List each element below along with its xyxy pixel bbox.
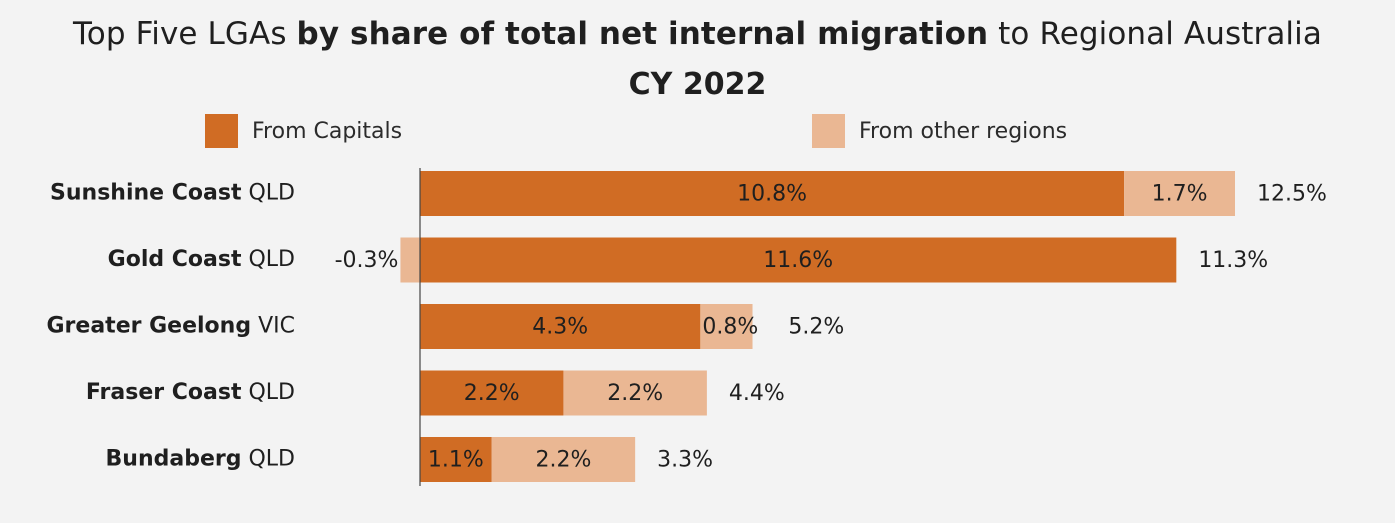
chart-title: Top Five LGAs by share of total net inte… — [0, 16, 1395, 52]
bar-from-other-regions — [491, 437, 636, 482]
row-label-name: Greater Geelong — [47, 314, 252, 339]
data-label-total: 5.2% — [788, 315, 844, 340]
data-label-capitals: 4.3% — [532, 315, 588, 340]
row-label-state: QLD — [241, 380, 295, 405]
row-label-name: Fraser Coast — [86, 380, 242, 405]
data-label-regions: 2.2% — [607, 381, 663, 406]
data-label-regions: 1.7% — [1152, 182, 1208, 207]
chart-title-part-3: to Regional Australia — [988, 16, 1322, 52]
data-label-capitals: 11.6% — [763, 248, 833, 273]
chart-subtitle: CY 2022 — [628, 67, 767, 102]
row-label: Greater Geelong VIC — [47, 314, 296, 339]
chart-title-part-2-bold: by share of total net internal migration — [296, 16, 989, 52]
data-label-capitals: 10.8% — [737, 182, 807, 207]
data-label-regions: -0.3% — [335, 248, 399, 273]
data-label-total: 11.3% — [1198, 248, 1268, 273]
bar-from-capitals — [420, 370, 564, 416]
bar-from-other-regions — [563, 370, 707, 416]
bar-from-capitals — [420, 437, 492, 482]
legend-label-regions: From other regions — [859, 118, 1068, 144]
row-label-state: QLD — [241, 447, 295, 472]
data-label-total: 3.3% — [657, 448, 713, 473]
row-label-name: Sunshine Coast — [50, 181, 242, 206]
row-label-state: VIC — [251, 314, 295, 339]
row-label: Gold Coast QLD — [108, 247, 295, 272]
bar-from-other-regions — [400, 237, 420, 283]
row-label: Fraser Coast QLD — [86, 380, 295, 405]
chart-title-part-1: Top Five LGAs — [73, 16, 297, 52]
row-label: Sunshine Coast QLD — [50, 181, 295, 206]
bar-from-other-regions — [1124, 171, 1235, 216]
row-label-name: Gold Coast — [108, 247, 242, 272]
data-label-total: 12.5% — [1257, 182, 1327, 207]
data-label-regions: 2.2% — [535, 448, 591, 473]
bar-from-capitals — [420, 304, 701, 349]
row-label-state: QLD — [241, 181, 295, 206]
bar-from-capitals — [420, 171, 1125, 216]
legend-swatch-regions — [812, 114, 845, 148]
legend-label-capitals: From Capitals — [252, 118, 403, 144]
row-label-name: Bundaberg — [106, 447, 242, 472]
legend-item-regions: From other regions — [812, 114, 1067, 148]
legend-swatch-capitals — [205, 114, 238, 148]
row-label-state: QLD — [241, 247, 295, 272]
bar-from-other-regions — [700, 304, 753, 349]
data-label-capitals: 1.1% — [428, 448, 484, 473]
bar-from-capitals — [420, 237, 1177, 283]
data-label-capitals: 2.2% — [464, 381, 520, 406]
row-label: Bundaberg QLD — [106, 447, 295, 472]
data-label-total: 4.4% — [729, 381, 785, 406]
legend-item-capitals: From Capitals — [205, 114, 402, 148]
data-label-regions: 0.8% — [702, 315, 758, 340]
